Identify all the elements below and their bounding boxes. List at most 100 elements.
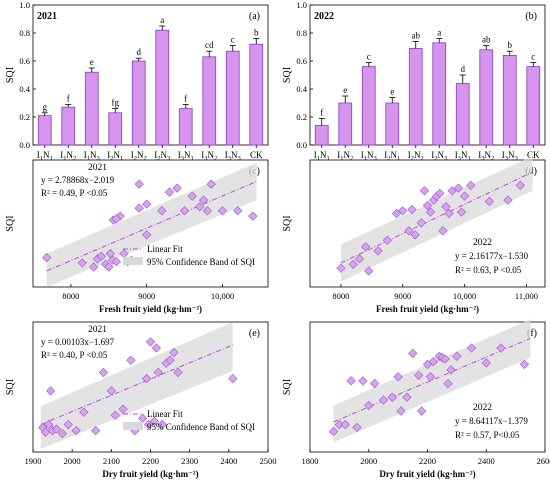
significance-letter: e <box>390 86 394 96</box>
y-tick-label: 0.0 <box>19 140 30 150</box>
significance-letter: f <box>67 93 70 103</box>
bar <box>408 48 423 146</box>
data-point <box>387 392 397 402</box>
bar <box>108 112 123 146</box>
legend-band-label: 95% Confidence Band of SQI <box>147 422 255 432</box>
y-axis-label: SQI <box>5 379 16 395</box>
data-point <box>416 218 426 228</box>
x-tick-label: I3N1 <box>455 150 471 162</box>
x-tick-label: 2000 <box>360 456 377 466</box>
data-point <box>348 259 358 269</box>
y-axis-label: SQI <box>5 215 16 231</box>
panel-label: (e) <box>249 328 260 339</box>
legend-band-swatch <box>123 257 143 265</box>
data-point <box>79 407 89 417</box>
panel-label: (f) <box>527 328 537 339</box>
y-axis-label: SQI <box>282 379 293 395</box>
data-point <box>414 370 424 380</box>
fit-r2: R² = 0.49, P <0.05 <box>41 188 108 198</box>
data-point <box>44 419 54 430</box>
data-point <box>481 358 491 368</box>
significance-letter: d <box>461 64 466 74</box>
data-point <box>134 179 144 189</box>
x-tick-label: I3N2 <box>201 150 217 162</box>
data-point <box>346 376 356 386</box>
significance-letter: f <box>184 93 187 103</box>
x-tick-label: I1N2 <box>337 150 353 162</box>
x-tick-label: 10,000 <box>211 291 234 301</box>
x-tick-label: 2100 <box>103 456 120 466</box>
bar <box>455 83 470 146</box>
data-point <box>151 343 161 353</box>
x-tick-label: 2500 <box>260 456 277 466</box>
bar <box>84 71 99 146</box>
data-point <box>115 211 125 221</box>
data-point <box>157 206 167 216</box>
data-point <box>63 419 73 430</box>
data-point <box>51 424 62 434</box>
data-point <box>149 416 160 427</box>
data-point <box>428 357 438 367</box>
data-point <box>145 337 156 347</box>
year-label: 2022 <box>473 403 492 413</box>
data-point <box>157 419 167 430</box>
confidence-band <box>340 155 533 282</box>
data-point <box>422 200 433 211</box>
x-axis-label: Dry fruit yield (kg·hm⁻²) <box>102 469 198 479</box>
data-point <box>408 348 418 359</box>
linear-fit-line <box>40 344 233 425</box>
significance-letter: ab <box>482 35 491 45</box>
data-point <box>361 242 371 252</box>
panel-e: (e) SQI 1900 2000 2100 2200 2300 2400 2500 Dry fr… <box>5 321 277 479</box>
data-point <box>435 188 445 199</box>
x-axis-label: Fresh fruit yield (kg·hm⁻²) <box>376 304 479 314</box>
x-tick-label: CK <box>527 150 540 160</box>
x-tick-label: 2400 <box>478 456 495 466</box>
bar <box>432 42 447 146</box>
y-tick-label: 0.6 <box>19 56 30 66</box>
data-point <box>173 367 183 378</box>
data-point <box>172 183 182 193</box>
x-tick-label: 2300 <box>181 456 198 466</box>
confidence-band <box>40 322 233 449</box>
y-tick-label: 0.8 <box>296 28 307 38</box>
data-point <box>138 413 148 423</box>
data-point <box>110 410 120 420</box>
data-point <box>393 372 403 382</box>
data-point <box>165 355 175 365</box>
y-tick-label: 1.0 <box>296 0 307 10</box>
bar <box>61 106 76 146</box>
legend-fit-label: Linear Fit <box>147 409 183 419</box>
x-axis-label: Fresh fruit yield (kg·hm⁻²) <box>99 304 202 314</box>
plot-frame <box>309 159 546 288</box>
data-point <box>111 256 122 267</box>
fit-r2: R² = 0.40, P <0.05 <box>41 350 108 360</box>
legend-fit-label: Linear Fit <box>147 244 183 254</box>
significance-letter: d <box>137 47 142 57</box>
data-point <box>96 251 106 261</box>
significance-letter: f <box>320 107 323 117</box>
bar <box>361 66 376 146</box>
fit-equation: y = 2.16177x−1.530 <box>455 251 529 261</box>
plot-frame <box>32 159 269 288</box>
bar <box>502 55 517 146</box>
significance-letter: c <box>531 51 535 61</box>
data-point <box>354 254 365 264</box>
data-point <box>404 226 414 236</box>
data-point <box>496 343 506 353</box>
bar <box>385 102 400 146</box>
y-tick-label: 0.8 <box>19 28 30 38</box>
y-axis-label: SQI <box>5 67 16 83</box>
data-point <box>248 211 258 221</box>
data-point <box>57 429 67 439</box>
x-tick-label: I3N1 <box>178 150 194 162</box>
bar <box>37 115 52 146</box>
data-point <box>71 425 81 436</box>
data-point <box>195 202 205 212</box>
x-tick-label: 9000 <box>138 291 155 301</box>
panel-label: (a) <box>249 11 260 22</box>
significance-letter: cd <box>205 40 214 50</box>
significance-letter: e <box>343 85 347 95</box>
